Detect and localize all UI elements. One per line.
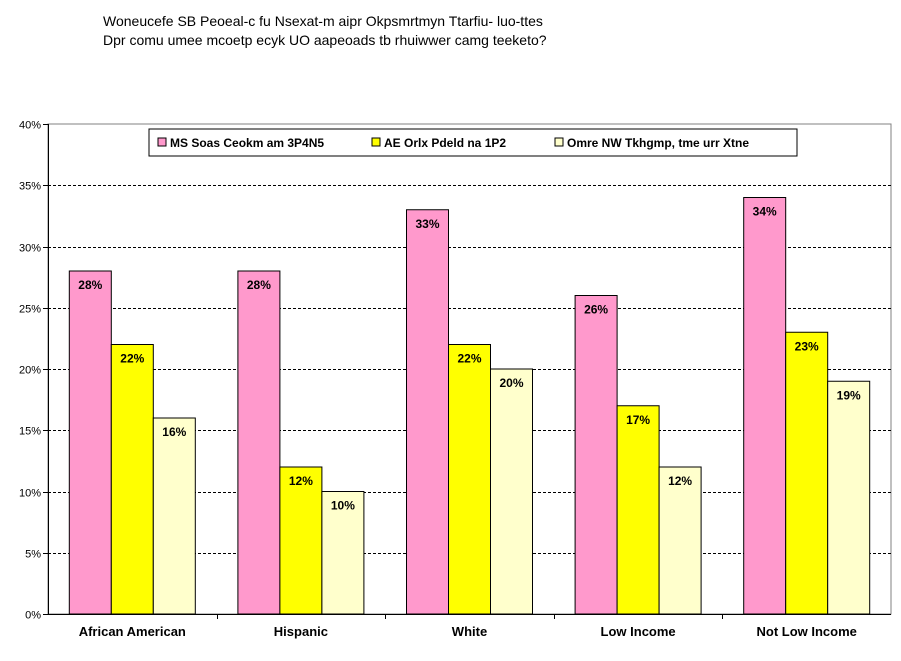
data-label: 23%	[795, 339, 819, 353]
data-label: 10%	[331, 499, 355, 513]
data-label: 26%	[584, 303, 608, 317]
bar	[152, 417, 196, 615]
data-label: 20%	[499, 376, 523, 390]
legend-swatch	[554, 137, 564, 147]
bar	[406, 209, 449, 615]
data-label: 33%	[415, 217, 439, 231]
bar	[448, 344, 491, 615]
bar	[279, 466, 323, 615]
bar	[574, 295, 618, 615]
bar	[785, 331, 829, 615]
y-tick-label: 0%	[25, 610, 41, 622]
legend-swatch	[157, 137, 167, 147]
x-category-label: Not Low Income	[757, 624, 857, 639]
bar	[110, 344, 154, 615]
bar	[490, 368, 533, 615]
y-tick-label: 40%	[19, 120, 41, 132]
legend-label: Omre NW Tkhgmp, tme urr Xtne	[567, 136, 749, 150]
data-label: 12%	[289, 474, 313, 488]
x-category-label: African American	[79, 624, 186, 639]
data-label: 34%	[753, 205, 777, 219]
x-category-label: Hispanic	[274, 624, 328, 639]
chart-title-block: Woneucefe SB Peoeal-c fu Nsexat-m aipr O…	[103, 12, 547, 50]
data-label: 28%	[78, 278, 102, 292]
y-tick-label: 20%	[19, 365, 41, 377]
data-label: 12%	[668, 474, 692, 488]
data-label: 17%	[626, 413, 650, 427]
y-tick-label: 10%	[19, 488, 41, 500]
bar	[321, 491, 365, 615]
chart-title: Woneucefe SB Peoeal-c fu Nsexat-m aipr O…	[103, 13, 543, 29]
data-label: 19%	[837, 388, 861, 402]
y-tick-label: 35%	[19, 181, 41, 193]
bar	[827, 380, 871, 615]
bar	[68, 270, 112, 615]
y-tick-label: 25%	[19, 304, 41, 316]
bar	[616, 405, 660, 615]
bar	[743, 197, 787, 615]
y-tick-label: 30%	[19, 243, 41, 255]
bar	[237, 270, 281, 615]
chart-subtitle: Dpr comu umee mcoetp ecyk UO aapeoads tb…	[103, 32, 547, 48]
legend-swatch	[371, 137, 381, 147]
x-category-label: White	[452, 624, 487, 639]
data-label: 22%	[457, 352, 481, 366]
data-label: 22%	[120, 352, 144, 366]
y-tick-label: 5%	[25, 549, 41, 561]
x-category-label: Low Income	[601, 624, 676, 639]
bar	[658, 466, 702, 615]
data-label: 16%	[162, 425, 186, 439]
y-tick-label: 15%	[19, 426, 41, 438]
data-label: 28%	[247, 278, 271, 292]
legend	[148, 128, 798, 157]
legend-label: MS Soas Ceokm am 3P4N5	[170, 136, 324, 150]
legend-label: AE Orlx Pdeld na 1P2	[384, 136, 506, 150]
